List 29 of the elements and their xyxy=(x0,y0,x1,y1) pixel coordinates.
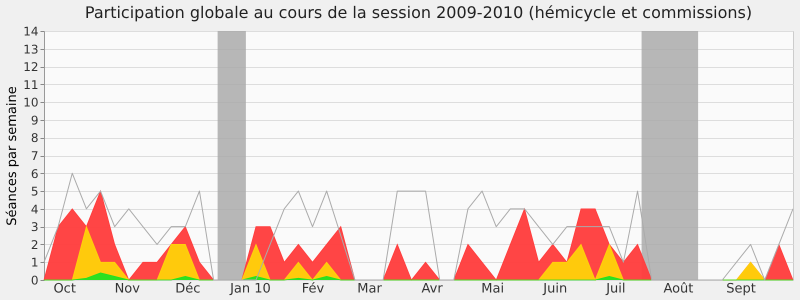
x-tick-label: Août xyxy=(663,282,694,296)
y-tick-label: 2 xyxy=(30,238,38,252)
y-tick-label: 11 xyxy=(23,78,38,92)
x-tick-label: Nov xyxy=(114,282,140,296)
y-tick-label: 0 xyxy=(30,274,38,288)
x-tick-label: Sept xyxy=(726,282,756,296)
y-axis-title: Séances par semaine xyxy=(5,86,20,226)
x-tick-label: Oct xyxy=(53,282,76,296)
x-tick-label: Fév xyxy=(302,282,325,296)
x-tick-label: Jan 10 xyxy=(229,282,271,296)
x-tick-label: Avr xyxy=(422,282,444,296)
x-tick-label: Mar xyxy=(357,282,382,296)
y-tick-label: 13 xyxy=(23,42,38,56)
y-tick-label: 10 xyxy=(23,96,38,110)
y-tick-label: 5 xyxy=(30,184,38,199)
x-tick-label: Déc xyxy=(175,282,200,296)
y-tick-label: 1 xyxy=(30,256,38,270)
y-tick-label: 7 xyxy=(30,149,38,163)
y-tick-label: 3 xyxy=(30,220,38,234)
y-tick-label: 9 xyxy=(30,113,38,128)
y-tick-label: 12 xyxy=(23,60,38,74)
y-tick-label: 6 xyxy=(30,166,38,181)
y-tick-label: 14 xyxy=(23,24,38,38)
x-tick-label: Juil xyxy=(605,282,626,296)
chart-title: Participation globale au cours de la session 2009-2010 (hémicycle et commissions) xyxy=(84,3,752,22)
y-tick-label: 8 xyxy=(30,131,38,146)
x-tick-label: Juin xyxy=(542,282,568,296)
y-tick-label: 4 xyxy=(30,202,38,216)
x-tick-label: Mai xyxy=(481,282,504,296)
